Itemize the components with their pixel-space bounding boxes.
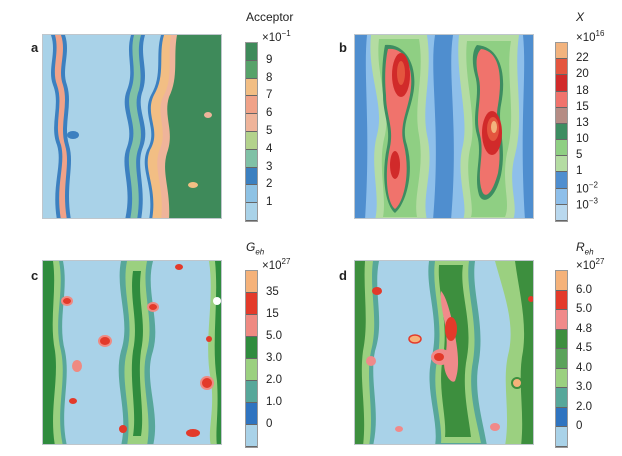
contour-map-recombination xyxy=(354,260,534,445)
colorbar-exponent-d: ×1027 xyxy=(576,257,605,272)
colorbar-swatch xyxy=(556,75,567,92)
colorbar-tick-label: 2.0 xyxy=(576,400,592,413)
colorbar-tick-label: 10−2 xyxy=(576,180,598,196)
colorbar-tick-label: 15 xyxy=(266,308,279,320)
colorbar-tick-label: 18 xyxy=(576,84,589,97)
colorbar-tick-label: 6.0 xyxy=(576,283,592,296)
colorbar-tick-label: 3 xyxy=(266,160,273,173)
colorbar-tick-label: 15 xyxy=(576,100,589,113)
colorbar-swatch xyxy=(246,149,257,168)
colorbar-title-a: Acceptor xyxy=(246,10,294,24)
colorbar-tick-label: 10 xyxy=(576,133,589,146)
colorbar-tick-label: 8 xyxy=(266,71,273,84)
colorbar-exponent-b: ×1016 xyxy=(576,29,605,44)
panel-label-b: b xyxy=(339,40,347,55)
colorbar-swatch xyxy=(246,167,257,186)
colorbar-tick-label: 5 xyxy=(576,149,583,162)
colorbar-swatch xyxy=(246,185,257,204)
colorbar-swatch xyxy=(246,425,257,447)
colorbar-swatch xyxy=(556,204,567,221)
colorbar-swatch xyxy=(556,123,567,141)
colorbar-swatch xyxy=(556,349,567,369)
colorbar-tick-label: 3.0 xyxy=(266,352,282,364)
colorbar-swatch xyxy=(246,381,257,403)
colorbar-tick-label: 35 xyxy=(266,286,279,298)
colorbar-swatch xyxy=(556,271,567,291)
colorbar-swatch xyxy=(246,293,257,315)
colorbar-swatch xyxy=(556,91,567,108)
colorbar-swatch xyxy=(556,407,567,428)
colorbar-tick-label: 0 xyxy=(266,418,273,430)
colorbar-tick-label: 4.5 xyxy=(576,342,592,355)
colorbar-swatch xyxy=(246,131,257,150)
colorbar-swatch xyxy=(246,203,257,221)
colorbar-tick-label: 9 xyxy=(266,53,273,66)
colorbar-swatch xyxy=(556,156,567,173)
colorbar-tick-label: 7 xyxy=(266,89,273,102)
colorbar-tick-label: 1 xyxy=(576,165,583,178)
colorbar-swatch xyxy=(246,60,257,79)
colorbar-tick-label: 6 xyxy=(266,107,273,120)
colorbar-tick-label: 3.0 xyxy=(576,381,592,394)
colorbar-tick-label: 13 xyxy=(576,116,589,129)
colorbar-tick-label: 5.0 xyxy=(266,330,282,342)
colorbar-swatch xyxy=(556,388,567,408)
contour-map-x xyxy=(354,34,534,219)
contour-map-generation xyxy=(42,260,222,445)
colorbar-tick-label: 20 xyxy=(576,68,589,81)
colorbar-swatch xyxy=(556,310,567,330)
colorbar-swatch xyxy=(246,403,257,425)
colorbar-exponent-c: ×1027 xyxy=(262,257,291,272)
colorbar-swatch xyxy=(246,337,257,359)
colorbar-tick-label: 0 xyxy=(576,420,583,433)
colorbar-tick-label: 1 xyxy=(266,196,273,209)
contour-map-acceptor xyxy=(42,34,222,219)
colorbar-tick-label: 2 xyxy=(266,178,273,191)
panel-label-a: a xyxy=(31,40,39,55)
colorbar-tick-label: 4 xyxy=(266,142,273,155)
colorbar-swatch xyxy=(246,114,257,132)
colorbar-tick-label: 4.0 xyxy=(576,361,592,374)
colorbar-swatch xyxy=(246,315,257,337)
colorbar-tick-label: 2.0 xyxy=(266,374,282,386)
colorbar-title-c: Geh xyxy=(246,240,265,257)
colorbar-swatch xyxy=(556,368,567,389)
colorbar-c xyxy=(245,270,258,448)
colorbar-tick-label: 10−3 xyxy=(576,196,598,212)
colorbar-swatch xyxy=(556,427,567,447)
colorbar-tick-label: 5.0 xyxy=(576,303,592,316)
colorbar-swatch xyxy=(246,43,257,61)
colorbar-swatch xyxy=(246,359,257,381)
colorbar-a xyxy=(245,42,258,222)
colorbar-title-d: Reh xyxy=(576,240,594,257)
colorbar-exponent-a: ×10−1 xyxy=(262,29,291,44)
colorbar-tick-label: 5 xyxy=(266,125,273,137)
colorbar-d xyxy=(555,270,568,448)
colorbar-swatch xyxy=(246,96,257,115)
colorbar-swatch xyxy=(556,290,567,311)
colorbar-swatch xyxy=(556,59,567,76)
colorbar-swatch xyxy=(556,188,567,205)
colorbar-swatch xyxy=(556,107,567,124)
colorbar-tick-label: 1.0 xyxy=(266,396,282,408)
colorbar-tick-label: 4.8 xyxy=(576,322,592,335)
colorbar-swatch xyxy=(556,43,567,60)
colorbar-b xyxy=(555,42,568,222)
colorbar-swatch xyxy=(246,271,257,293)
colorbar-swatch xyxy=(246,78,257,97)
colorbar-title-b: X xyxy=(576,10,585,24)
panel-label-d: d xyxy=(339,268,347,283)
colorbar-swatch xyxy=(556,329,567,350)
colorbar-tick-label: 22 xyxy=(576,52,589,65)
colorbar-swatch xyxy=(556,172,567,189)
colorbar-swatch xyxy=(556,140,567,157)
panel-label-c: c xyxy=(31,268,39,283)
